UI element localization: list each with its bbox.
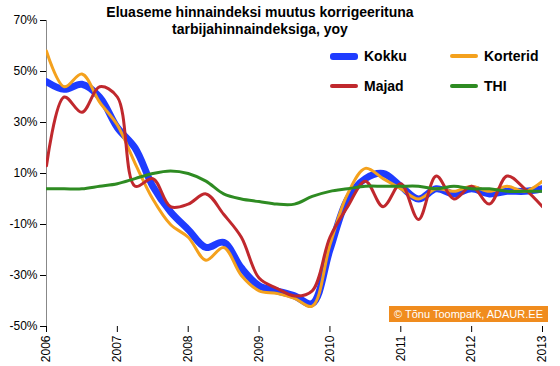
svg-text:10%: 10% <box>13 166 37 180</box>
svg-text:2009: 2009 <box>252 335 266 362</box>
html-text:Kokku: Kokku <box>364 48 407 64</box>
svg-text:2006: 2006 <box>39 335 53 362</box>
svg-text:2011: 2011 <box>394 335 408 361</box>
svg-text:-50%: -50% <box>9 319 37 333</box>
svg-text:2010: 2010 <box>323 335 337 362</box>
html-text:Eluaseme hinnaindeksi muutus k: Eluaseme hinnaindeksi muutus korrigeerit… <box>106 4 414 37</box>
svg-text:2007: 2007 <box>110 335 124 362</box>
html-text:© Tõnu Toompark, ADAUR.EE: © Tõnu Toompark, ADAUR.EE <box>394 308 543 320</box>
svg-text:-30%: -30% <box>9 268 37 282</box>
svg-text:30%: 30% <box>13 115 37 129</box>
html-text:Majad: Majad <box>364 78 404 94</box>
svg-text:-10%: -10% <box>9 217 37 231</box>
svg-text:70%: 70% <box>13 13 37 27</box>
svg-text:2013: 2013 <box>535 335 549 362</box>
svg-text:50%: 50% <box>13 64 37 78</box>
svg-text:2012: 2012 <box>464 335 478 362</box>
html-text:THI: THI <box>484 78 507 94</box>
html-text:Korterid: Korterid <box>484 48 539 64</box>
svg-text:2008: 2008 <box>181 335 195 362</box>
